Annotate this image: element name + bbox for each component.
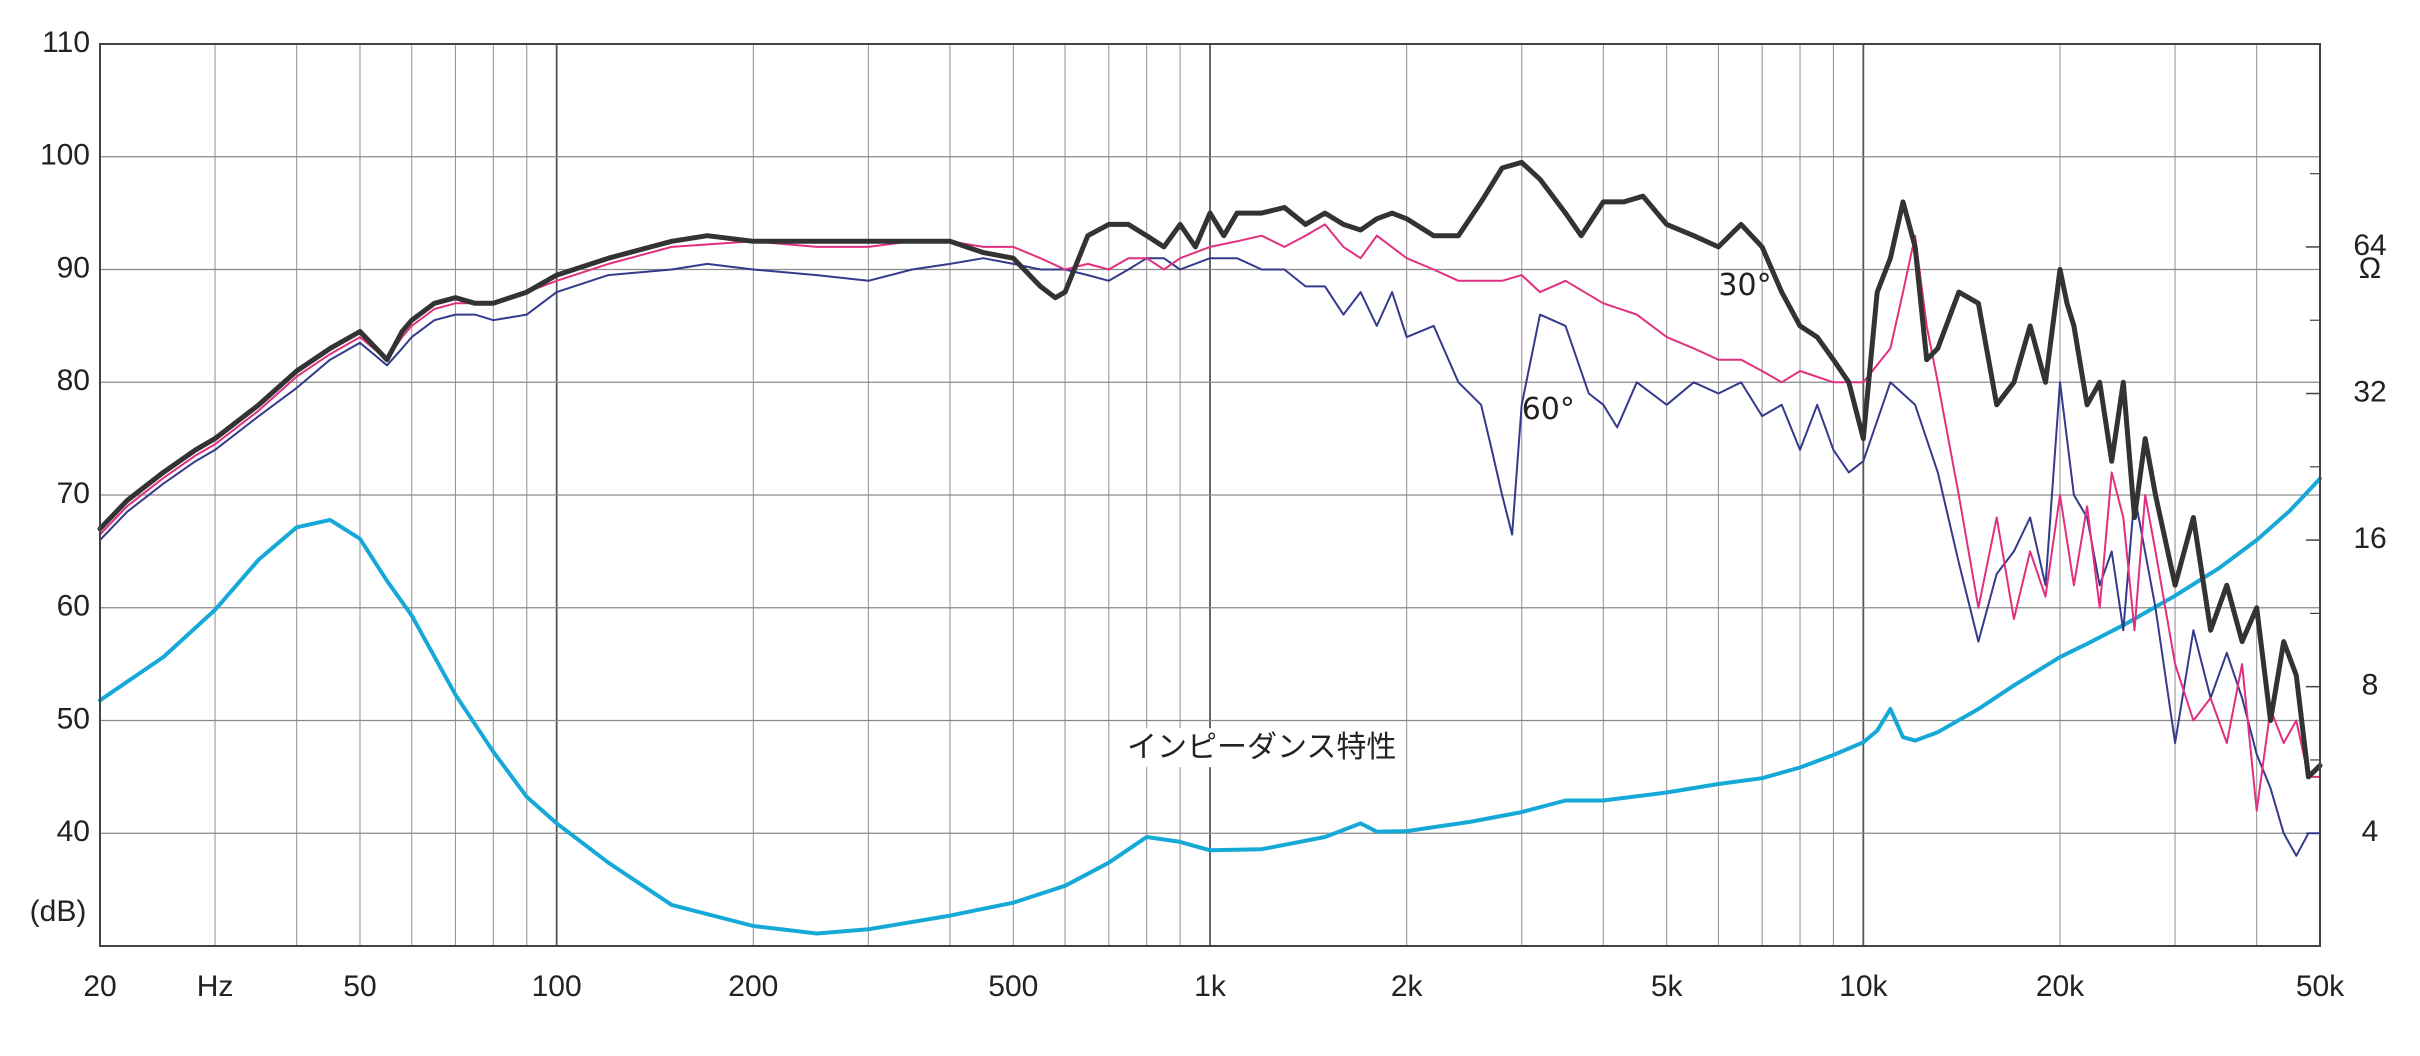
x-tick-label: 2k (1391, 970, 1424, 1003)
curves (97, 159, 2323, 936)
series-line-0 (97, 159, 2323, 780)
x-tick-label: 20k (2036, 970, 2085, 1003)
x-tick-label: 5k (1651, 970, 1684, 1003)
plot-frame (99, 43, 2321, 947)
y-tick-label: 90 (57, 251, 90, 284)
y-tick-label: 100 (40, 139, 90, 172)
x-tick-label: 50k (2296, 970, 2345, 1003)
y-axis-unit-label: (dB) (30, 895, 87, 928)
annotation-impedance-background (1119, 728, 1405, 768)
y2-tick-label: 8 (2362, 669, 2379, 702)
y2-tick-label: 64 (2353, 229, 2386, 262)
y2-tick-label: 16 (2353, 522, 2386, 555)
annotation-60deg: 60° (1522, 392, 1575, 427)
x-tick-label: 20 (83, 970, 116, 1003)
x-tick-label: Hz (197, 970, 234, 1003)
series-line-3 (98, 476, 2322, 936)
x-tick-label: 500 (988, 970, 1038, 1003)
annotation-30deg: 30° (1718, 268, 1771, 303)
y2-tick-label: 32 (2353, 375, 2386, 408)
y-tick-label: 110 (42, 26, 90, 59)
y-tick-label: 60 (57, 590, 90, 623)
y2-axis-unit-label: Ω (2359, 252, 2381, 285)
x-tick-label: 1k (1194, 970, 1227, 1003)
y-tick-label: 70 (57, 477, 90, 510)
y-tick-label: 40 (57, 815, 90, 848)
x-tick-label: 50 (343, 970, 376, 1003)
y2-tick-label: 4 (2362, 815, 2379, 848)
annotation-impedance: インピーダンス特性 (1127, 730, 1396, 765)
y-tick-label: 80 (57, 364, 90, 397)
x-tick-label: 200 (728, 970, 778, 1003)
x-tick-label: 100 (532, 970, 582, 1003)
grid (100, 43, 2320, 946)
x-tick-label: 10k (1839, 970, 1888, 1003)
labels: 20 Hz 50 100 200 500 1k 2k 5k 10k 20k 50k 110 100 90 80… (40, 26, 2387, 1003)
series-line-2 (99, 257, 2321, 857)
y-tick-label: 50 (57, 702, 90, 735)
